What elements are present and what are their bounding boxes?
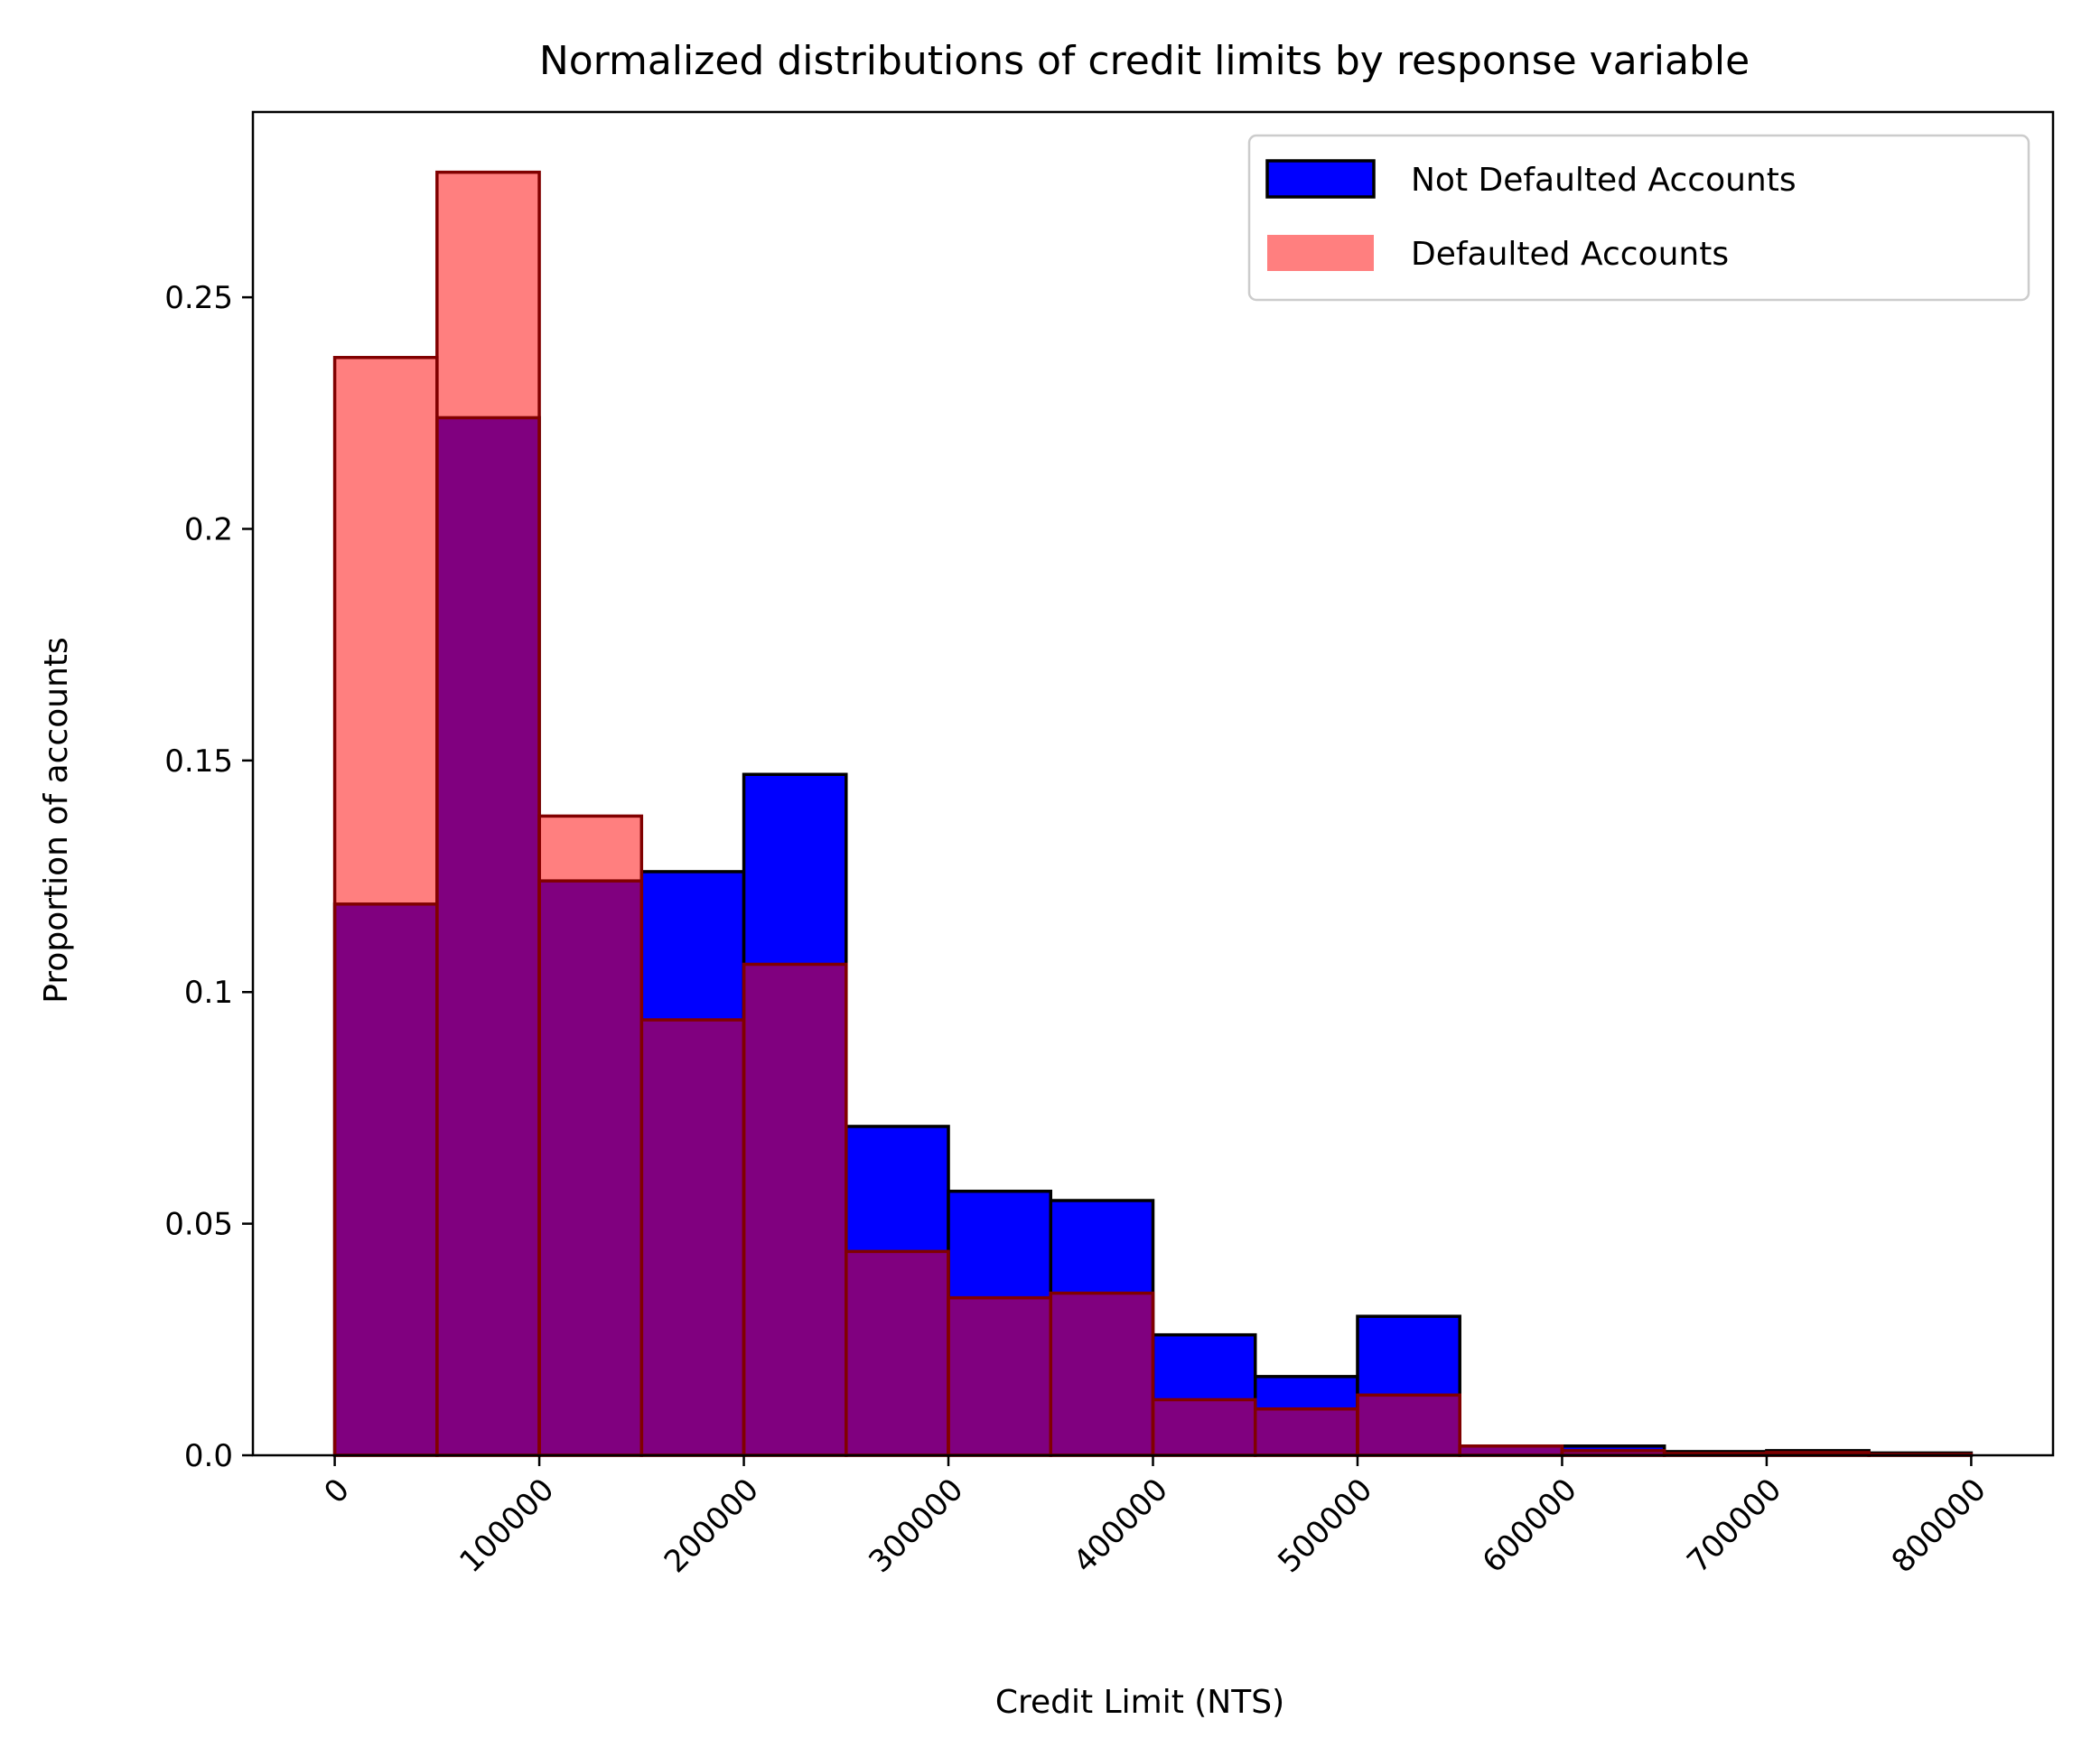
bar-series-2-bin-6 bbox=[845, 1249, 950, 1457]
y-tick-label: 0.25 bbox=[164, 280, 233, 316]
x-axis-label: Credit Limit (NTS) bbox=[995, 1684, 1284, 1721]
legend: Not Defaulted Accounts Defaulted Accounts bbox=[1247, 134, 2030, 302]
y-tick-label: 0.05 bbox=[164, 1207, 233, 1243]
chart-title: Normalized distributions of credit limit… bbox=[539, 38, 1750, 84]
bar-series-2-bin-4 bbox=[639, 1018, 746, 1457]
y-tick-label: 0.1 bbox=[184, 975, 233, 1011]
bar-series-2-bin-9 bbox=[1151, 1397, 1257, 1457]
x-tick-label: 800000 bbox=[1885, 1472, 1993, 1580]
x-tick-label: 400000 bbox=[1067, 1472, 1175, 1580]
y-tick-label: 0.15 bbox=[164, 743, 233, 780]
legend-label-2: Defaulted Accounts bbox=[1411, 236, 1729, 273]
x-tick-label: 500000 bbox=[1271, 1472, 1379, 1580]
x-tick-label: 200000 bbox=[658, 1472, 766, 1580]
bar-series-2-bin-8 bbox=[1049, 1291, 1155, 1457]
bar-series-2-bin-12 bbox=[1458, 1444, 1564, 1457]
bar-series-2-bin-5 bbox=[742, 962, 848, 1457]
bar-series-2-bin-2 bbox=[435, 170, 541, 1457]
x-tick-label: 0 bbox=[317, 1472, 357, 1511]
y-tick-label: 0.0 bbox=[184, 1438, 233, 1474]
legend-box bbox=[1247, 134, 2030, 302]
bar-series-2-bin-10 bbox=[1253, 1407, 1359, 1457]
x-tick-label: 700000 bbox=[1680, 1472, 1788, 1580]
legend-label-1: Not Defaulted Accounts bbox=[1411, 162, 1797, 199]
legend-swatch-2 bbox=[1267, 235, 1374, 271]
bars-layer bbox=[332, 170, 1974, 1457]
bar-series-2-bin-3 bbox=[537, 814, 644, 1457]
bar-series-2-bin-7 bbox=[947, 1295, 1053, 1457]
y-axis: 0.0 0.05 0.1 0.15 0.2 0.25 bbox=[164, 280, 253, 1474]
legend-swatch-1 bbox=[1265, 159, 1376, 199]
x-tick-label: 600000 bbox=[1476, 1472, 1584, 1580]
y-tick-label: 0.2 bbox=[184, 511, 233, 547]
bar-series-2-bin-11 bbox=[1356, 1393, 1461, 1457]
x-axis: 0 100000 200000 300000 400000 500000 600000 700… bbox=[317, 1455, 1993, 1580]
bar-series-2-bin-1 bbox=[332, 356, 439, 1457]
x-tick-label: 300000 bbox=[862, 1472, 970, 1580]
y-axis-label: Proportion of accounts bbox=[38, 637, 75, 1004]
x-tick-label: 100000 bbox=[453, 1472, 561, 1580]
